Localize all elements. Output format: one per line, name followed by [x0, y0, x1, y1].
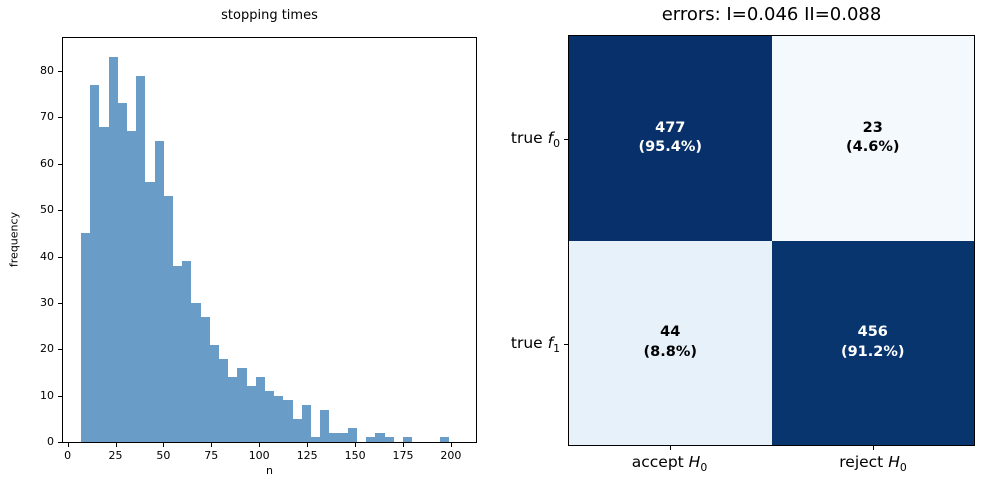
cell-percent: (8.8%): [643, 343, 697, 360]
x-tick-mark: [307, 443, 309, 447]
x-tick-mark: [355, 443, 357, 447]
y-tick-mark: [58, 70, 62, 72]
cell-count: 477: [655, 119, 686, 136]
histogram-bar: [439, 437, 449, 442]
histogram-bar: [173, 265, 183, 442]
matrix-column-label: accept H0: [631, 453, 708, 475]
histogram-bar: [237, 367, 247, 442]
histogram-bar: [209, 344, 219, 442]
x-tick-mark: [115, 443, 117, 447]
histogram-bar: [320, 409, 330, 442]
confusion-cell-1-0: 44 (8.8%): [569, 240, 772, 445]
y-tick-mark: [58, 302, 62, 304]
matrix-column-label: reject H0: [839, 453, 907, 475]
matrix-x-tick-mark: [873, 446, 874, 450]
histogram-bar: [182, 261, 192, 442]
x-tick-label: 75: [204, 449, 219, 462]
histogram-bar: [81, 233, 91, 442]
x-tick-mark: [163, 443, 165, 447]
histogram-bar: [191, 302, 201, 442]
histogram-bar: [154, 140, 164, 442]
y-tick-mark: [58, 349, 62, 351]
x-tick-mark: [211, 443, 213, 447]
histogram-bar: [219, 358, 229, 442]
histogram-bar: [329, 432, 339, 442]
y-tick-mark: [58, 442, 62, 443]
histogram-bar: [292, 418, 302, 442]
x-tick-label: 125: [296, 449, 318, 462]
y-tick-label: 60: [40, 156, 54, 170]
histogram-bar: [228, 377, 238, 442]
histogram-bar: [310, 437, 321, 442]
y-tick-mark: [58, 256, 62, 258]
cell-percent: (95.4%): [638, 139, 703, 156]
histogram-bar: [127, 131, 137, 442]
x-tick-label: 0: [64, 449, 72, 462]
y-tick-mark: [58, 395, 62, 397]
y-tick-label: 10: [40, 388, 54, 402]
cell-percent: (4.6%): [846, 139, 900, 156]
histogram-plot-area: [62, 37, 477, 443]
confusion-cell-0-1: 23 (4.6%): [771, 36, 974, 241]
x-tick-label: 25: [108, 449, 123, 462]
histogram-bar: [366, 437, 376, 442]
histogram-bar: [246, 386, 256, 442]
histogram-bar: [90, 84, 100, 442]
cell-count: 456: [857, 324, 888, 341]
histogram-bar: [347, 428, 357, 442]
y-tick-label: 80: [40, 63, 54, 77]
y-tick-label: 20: [40, 342, 54, 356]
x-tick-mark: [403, 443, 404, 447]
y-tick-label: 0: [47, 435, 54, 448]
x-tick-label: 175: [392, 449, 414, 462]
histogram-bar: [301, 404, 311, 442]
x-tick-label: 50: [156, 449, 171, 462]
histogram-bar: [265, 390, 275, 442]
x-tick-label: 150: [344, 449, 366, 462]
histogram-bar: [274, 395, 284, 442]
x-tick-mark: [67, 443, 69, 447]
y-tick-label: 40: [40, 249, 54, 263]
histogram-x-axis-label: n: [266, 464, 273, 477]
histogram-bar: [108, 57, 118, 442]
x-tick-label: 200: [440, 449, 462, 462]
matrix-y-tick-mark: [564, 138, 568, 140]
matrix-y-tick-mark: [564, 343, 568, 345]
matrix-x-tick-mark: [669, 446, 671, 450]
histogram-bar: [375, 432, 385, 442]
matrix-row-label: true f0: [510, 128, 560, 150]
y-tick-label: 70: [40, 110, 54, 124]
histogram-bar: [338, 432, 348, 442]
cell-count: 23: [862, 119, 883, 136]
histogram-bar: [145, 182, 155, 442]
y-tick-mark: [58, 163, 62, 165]
histogram-bar: [255, 377, 265, 442]
histogram-bar: [163, 196, 173, 442]
histogram-bar: [200, 316, 210, 442]
confusion-cell-1-1: 456 (91.2%): [771, 240, 974, 445]
x-tick-label: 100: [248, 449, 270, 462]
y-tick-mark: [58, 210, 62, 212]
y-tick-label: 50: [40, 203, 54, 217]
histogram-bar: [99, 126, 109, 442]
cell-count: 44: [660, 324, 681, 341]
histogram-bar: [283, 400, 293, 442]
confusion-matrix-title: errors: I=0.046 II=0.088: [661, 4, 882, 25]
histogram-bar: [384, 437, 394, 442]
confusion-cell-0-0: 477 (95.4%): [569, 36, 772, 241]
histogram-bar: [136, 75, 146, 442]
confusion-matrix: 477 (95.4%) 23 (4.6%) 44 (8.8%) 456 (91.2%): [568, 35, 975, 446]
histogram-title: stopping times: [221, 8, 318, 23]
y-tick-mark: [58, 117, 62, 119]
x-tick-mark: [259, 443, 261, 447]
x-tick-mark: [450, 443, 452, 447]
histogram-bar: [402, 437, 413, 442]
cell-percent: (91.2%): [840, 343, 905, 360]
y-tick-label: 30: [40, 295, 54, 309]
histogram-bar: [117, 103, 127, 442]
matrix-row-label: true f1: [510, 333, 560, 355]
